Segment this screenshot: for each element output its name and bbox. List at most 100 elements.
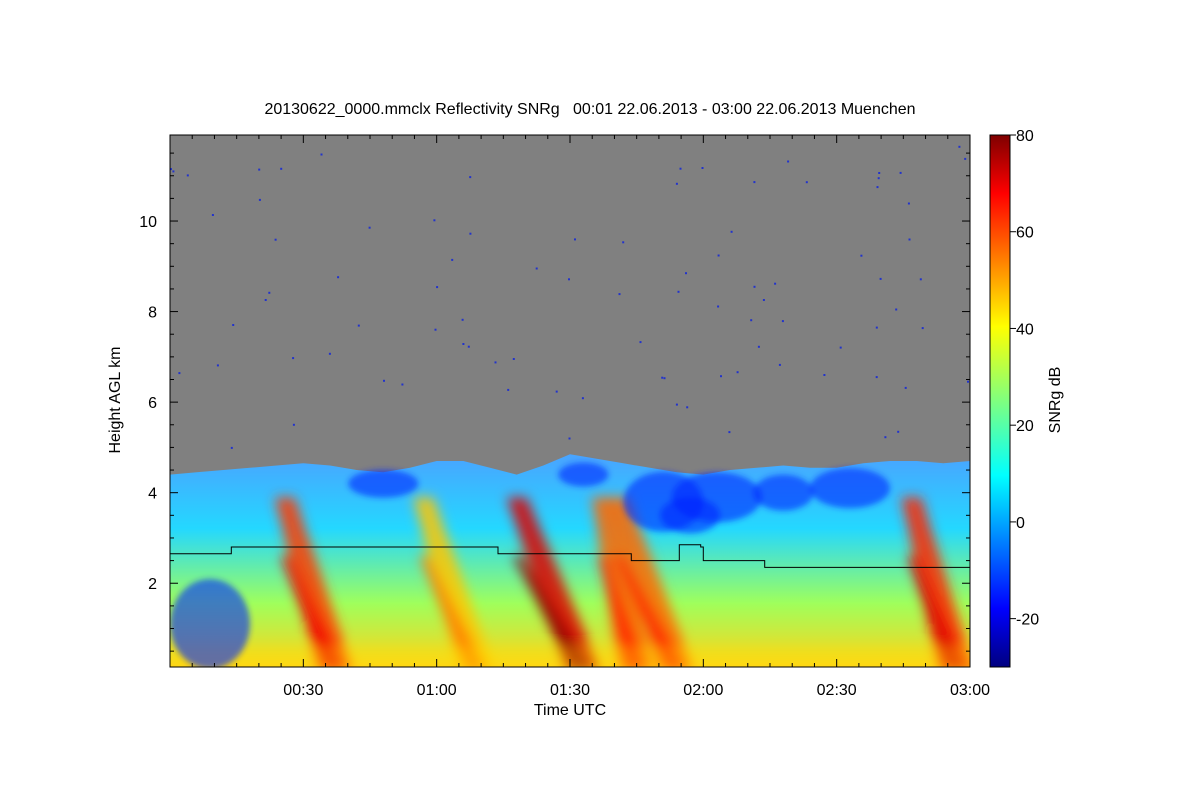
noise-pixel xyxy=(701,167,704,169)
x-axis-label: Time UTC xyxy=(534,702,606,719)
noise-pixel xyxy=(663,377,666,380)
noise-pixel xyxy=(921,327,924,330)
intense-streak xyxy=(608,497,694,667)
noise-pixel xyxy=(622,241,625,244)
noise-pixel xyxy=(170,168,172,171)
x-tick-label: 00:30 xyxy=(283,682,323,699)
noise-pixel xyxy=(469,176,472,179)
low-snr-patch xyxy=(660,497,720,534)
low-snr-patch xyxy=(753,474,814,511)
noise-pixel xyxy=(787,160,790,163)
noise-pixel xyxy=(686,406,689,409)
noise-pixel xyxy=(581,397,584,400)
colorbar-label: SNRg dB xyxy=(1047,367,1064,434)
y-tick-label: 8 xyxy=(148,305,157,322)
noise-pixel xyxy=(258,168,261,171)
noise-pixel xyxy=(328,352,331,355)
colorbar-tick-label: 40 xyxy=(1016,321,1034,338)
noise-pixel xyxy=(897,430,900,433)
intense-streak xyxy=(274,497,352,667)
noise-pixel xyxy=(574,238,576,241)
noise-pixel xyxy=(877,177,880,180)
noise-pixel xyxy=(401,383,404,386)
noise-pixel xyxy=(757,345,760,348)
x-tick-label: 03:00 xyxy=(950,682,990,699)
noise-pixel xyxy=(507,388,510,391)
streak-core xyxy=(614,556,685,667)
noise-pixel xyxy=(661,376,664,379)
streak-core xyxy=(419,556,485,667)
y-tick-label: 2 xyxy=(148,576,157,593)
low-snr-patch xyxy=(170,579,250,667)
boundary-layer-line xyxy=(170,544,970,568)
noise-pixel xyxy=(750,319,753,322)
intense-streak xyxy=(901,497,970,667)
noise-pixel xyxy=(679,167,682,170)
y-tick-label: 6 xyxy=(148,395,157,412)
colorbar-tick-label: 0 xyxy=(1016,515,1025,532)
noise-pixel xyxy=(211,214,214,216)
low-snr-patch xyxy=(348,469,419,498)
noise-pixel xyxy=(462,343,465,345)
streak-core xyxy=(598,556,646,667)
noise-pixel xyxy=(875,376,878,379)
noise-pixel xyxy=(720,375,722,378)
noise-pixel xyxy=(958,145,961,148)
noise-pixel xyxy=(736,371,739,374)
noise-pixel xyxy=(320,153,323,156)
noise-pixel xyxy=(753,181,756,184)
y-axis-label: Height AGL km xyxy=(107,346,124,453)
streak-core xyxy=(512,556,591,667)
noise-pixel xyxy=(907,202,910,205)
low-snr-patch xyxy=(810,468,890,509)
noise-pixel xyxy=(762,299,765,301)
noise-pixel xyxy=(451,258,454,261)
noise-pixel xyxy=(436,286,439,289)
noise-pixel xyxy=(178,372,181,375)
noise-pixel xyxy=(216,364,219,367)
noise-pixel xyxy=(368,226,371,229)
noise-pixel xyxy=(434,328,437,331)
noise-pixel xyxy=(274,238,277,241)
x-tick-label: 02:00 xyxy=(683,682,723,699)
noise-pixel xyxy=(839,346,842,349)
noise-pixel xyxy=(555,390,558,393)
colorbar-tick-label: 20 xyxy=(1016,418,1034,435)
colorbar-tick-label: 80 xyxy=(1016,128,1034,145)
noise-pixel xyxy=(292,423,295,426)
noise-pixel xyxy=(675,182,678,185)
noise-pixel xyxy=(186,174,189,177)
noise-pixel xyxy=(728,431,731,434)
noise-pixel xyxy=(876,186,879,189)
noise-pixel xyxy=(535,267,538,270)
noise-pixel xyxy=(908,238,911,241)
y-tick-label: 4 xyxy=(148,486,157,503)
noise-pixel xyxy=(172,170,175,173)
noise-pixel xyxy=(568,437,571,440)
x-tick-label: 02:30 xyxy=(817,682,857,699)
noise-pixel xyxy=(967,380,969,383)
noise-pixel xyxy=(875,326,878,329)
x-tick-label: 01:30 xyxy=(550,682,590,699)
noise-pixel xyxy=(230,446,233,449)
colorbar-tick-label: -20 xyxy=(1016,612,1039,629)
noise-pixel xyxy=(568,278,570,281)
noise-pixel xyxy=(433,219,436,222)
noise-pixel xyxy=(884,436,887,439)
noise-pixel xyxy=(717,305,720,308)
streak-core xyxy=(280,556,344,667)
noise-pixel xyxy=(717,254,720,257)
noise-pixel xyxy=(895,308,898,311)
noise-pixel xyxy=(904,386,907,389)
x-tick-label: 01:00 xyxy=(417,682,457,699)
noise-pixel xyxy=(778,363,781,366)
noise-pixel xyxy=(618,293,621,296)
noise-pixel xyxy=(258,198,261,201)
colorbar-tick-label: 60 xyxy=(1016,225,1034,242)
noise-pixel xyxy=(805,181,808,184)
noise-pixel xyxy=(823,374,826,376)
noise-pixel xyxy=(675,403,678,406)
intense-streak xyxy=(506,497,600,667)
noise-pixel xyxy=(899,171,902,174)
